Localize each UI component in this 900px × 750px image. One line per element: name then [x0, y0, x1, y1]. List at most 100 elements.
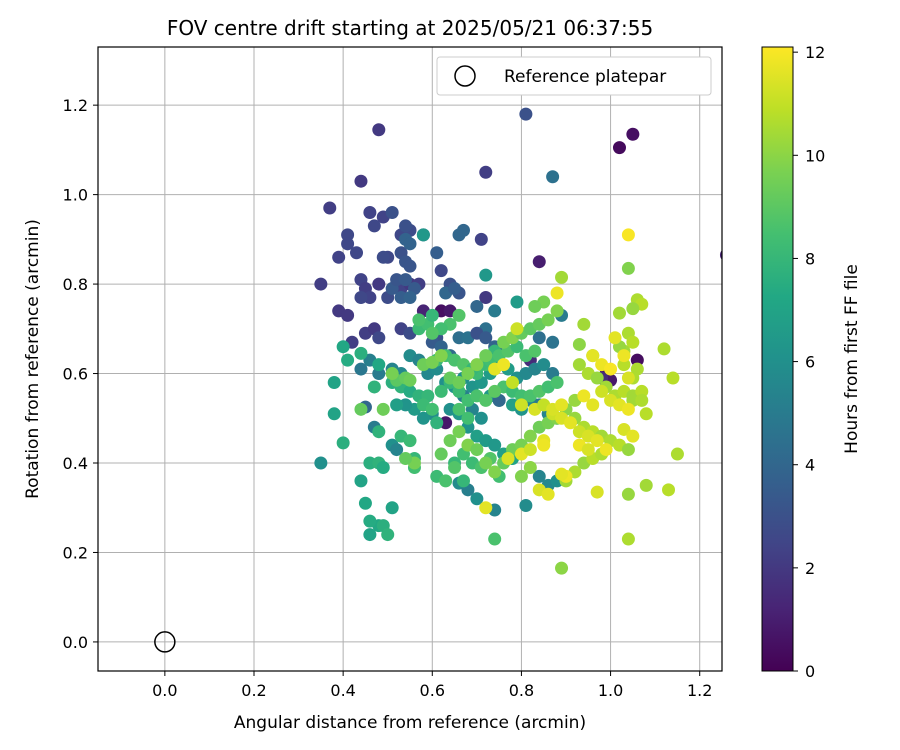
data-point	[448, 282, 462, 296]
data-point	[434, 384, 448, 398]
data-point	[639, 478, 653, 492]
data-point	[657, 342, 671, 356]
data-point	[470, 299, 484, 313]
data-point	[550, 375, 564, 389]
legend-box	[436, 56, 712, 96]
data-point	[537, 438, 551, 452]
data-point	[479, 331, 493, 345]
data-point	[403, 434, 417, 448]
data-point	[479, 349, 493, 363]
data-point	[630, 353, 644, 367]
colorbar-tick-label: 4	[805, 456, 815, 475]
data-point	[461, 411, 475, 425]
data-point	[555, 467, 569, 481]
data-point	[376, 402, 390, 416]
data-point	[546, 335, 560, 349]
data-point	[434, 264, 448, 278]
data-point	[541, 313, 555, 327]
y-tick-label: 0.4	[63, 454, 88, 473]
data-point	[403, 290, 417, 304]
data-point	[385, 367, 399, 381]
data-point	[479, 456, 493, 470]
data-point	[367, 380, 381, 394]
x-tick-label: 0.0	[152, 681, 177, 700]
data-point	[456, 474, 470, 488]
data-point	[327, 375, 341, 389]
data-point	[488, 384, 502, 398]
data-point	[670, 447, 684, 461]
y-tick-label: 0.2	[63, 543, 88, 562]
data-point	[372, 367, 386, 381]
data-point	[372, 277, 386, 291]
data-point	[626, 302, 640, 316]
colorbar-tick-label: 12	[805, 43, 825, 62]
legend-marker	[454, 65, 476, 87]
data-point	[590, 371, 604, 385]
data-point	[430, 416, 444, 430]
data-point	[376, 460, 390, 474]
colorbar: 0 2 4 6 8 10 12 Hours from first FF file	[761, 43, 862, 681]
data-point	[528, 344, 542, 358]
data-point	[425, 402, 439, 416]
data-point	[523, 429, 537, 443]
data-point	[510, 295, 524, 309]
data-point	[439, 474, 453, 488]
data-point	[586, 398, 600, 412]
data-point	[372, 331, 386, 345]
data-point	[626, 429, 640, 443]
data-point	[479, 393, 493, 407]
data-point	[519, 107, 533, 121]
data-point	[350, 246, 364, 260]
data-point	[399, 452, 413, 466]
data-point	[456, 223, 470, 237]
data-point	[399, 219, 413, 233]
colorbar-label: Hours from first FF file	[842, 264, 862, 454]
data-point	[514, 469, 528, 483]
reference-marker	[154, 631, 176, 653]
colorbar-gradient	[761, 46, 794, 672]
data-point	[394, 290, 408, 304]
data-point	[416, 228, 430, 242]
data-point	[519, 498, 533, 512]
data-point	[666, 371, 680, 385]
data-point	[403, 373, 417, 387]
data-point	[354, 346, 368, 360]
data-point	[314, 277, 328, 291]
x-tick-label: 1.0	[598, 681, 623, 700]
data-point	[621, 402, 635, 416]
y-tick-label: 1.2	[63, 96, 88, 115]
data-point	[501, 452, 515, 466]
data-point	[332, 250, 346, 264]
data-point	[430, 246, 444, 260]
data-point	[341, 353, 355, 367]
data-point	[390, 273, 404, 287]
data-point	[555, 398, 569, 412]
data-point	[528, 299, 542, 313]
data-point	[590, 434, 604, 448]
data-point	[479, 165, 493, 179]
x-axis-label: Angular distance from reference (arcmin)	[234, 713, 586, 733]
data-point	[572, 337, 586, 351]
data-point	[621, 261, 635, 275]
data-point	[434, 447, 448, 461]
data-point	[488, 532, 502, 546]
data-point	[514, 389, 528, 403]
colorbar-ticks: 0 2 4 6 8 10 12	[793, 43, 825, 681]
data-point	[314, 456, 328, 470]
data-point	[470, 358, 484, 372]
data-point	[617, 422, 631, 436]
data-point	[488, 304, 502, 318]
data-point	[510, 322, 524, 336]
data-point	[474, 411, 488, 425]
data-point	[479, 268, 493, 282]
data-point	[399, 398, 413, 412]
x-tick-label: 0.4	[330, 681, 355, 700]
chart-title: FOV centre drift starting at 2025/05/21 …	[167, 16, 653, 40]
colorbar-tick-label: 2	[805, 559, 815, 578]
y-tick-label: 0.8	[63, 275, 88, 294]
data-point	[354, 402, 368, 416]
data-point	[452, 384, 466, 398]
data-point	[425, 355, 439, 369]
x-tick-label: 0.6	[420, 681, 445, 700]
